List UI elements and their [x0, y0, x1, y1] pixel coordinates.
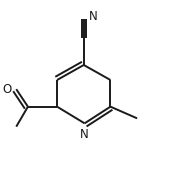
Text: N: N — [80, 127, 89, 140]
Text: O: O — [2, 83, 11, 96]
Text: N: N — [89, 10, 98, 23]
